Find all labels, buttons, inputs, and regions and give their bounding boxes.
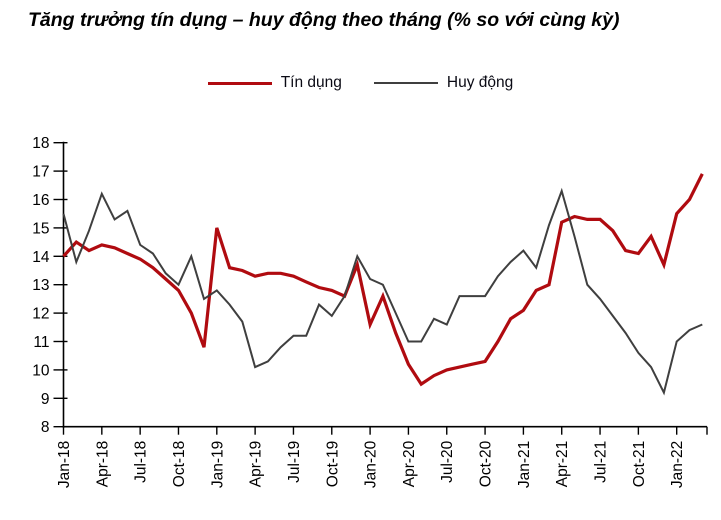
y-tick-label: 10 — [32, 362, 50, 379]
y-tick-label: 11 — [33, 334, 49, 351]
legend-item-huy-dong: Huy động — [373, 74, 514, 92]
x-tick-label: Apr-21 — [554, 441, 571, 488]
x-tick-label: Jul-20 — [439, 440, 456, 483]
x-tick-label: Oct-20 — [478, 440, 495, 487]
x-tick-label: Oct-18 — [171, 441, 188, 488]
x-tick-label: Jan-21 — [516, 441, 533, 488]
x-tick-label: Apr-19 — [248, 441, 265, 488]
x-tick-label: Jul-18 — [133, 441, 150, 483]
x-tick-label: Jul-21 — [593, 441, 610, 483]
y-tick-label: 16 — [32, 192, 49, 209]
chart-legend: Tín dụng Huy động — [0, 74, 721, 92]
legend-label: Huy động — [446, 74, 514, 91]
series-line-huy-dong — [62, 187, 703, 396]
x-tick-label: Jan-19 — [209, 441, 226, 488]
y-tick-label: 17 — [32, 164, 49, 181]
legend-label: Tín dụng — [280, 74, 342, 91]
y-axis: 18 17 16 15 14 13 12 11 10 9 8 — [32, 135, 68, 436]
chart-title: Tăng trưởng tín dụng – huy động theo thá… — [28, 9, 620, 31]
x-tick-label: Oct-21 — [631, 441, 648, 488]
y-tick-label: 18 — [32, 135, 49, 152]
x-tick-label: Jan-22 — [669, 441, 686, 488]
y-tick-label: 13 — [32, 277, 49, 294]
legend-line-swatch-black — [373, 82, 438, 84]
legend-line-swatch-red — [207, 81, 272, 85]
x-tick-label: Jan-20 — [363, 440, 380, 488]
legend-item-tin-dung: Tín dụng — [207, 74, 342, 92]
y-tick-label: 8 — [41, 419, 50, 436]
y-tick-label: 9 — [41, 391, 50, 408]
x-tick-label: Oct-19 — [324, 441, 341, 488]
series-line-tin-dung — [62, 173, 704, 387]
y-tick-label: 15 — [32, 220, 49, 237]
x-tick-label: Jul-19 — [286, 441, 303, 483]
x-axis: Jan-18 Apr-18 Jul-18 Oct-18 Jan-19 Apr-19 Jul-… — [56, 425, 708, 488]
y-tick-label: 14 — [32, 249, 50, 266]
x-tick-label: Apr-20 — [401, 440, 418, 487]
x-tick-label: Apr-18 — [94, 441, 111, 488]
x-tick-label: Jan-18 — [56, 441, 73, 488]
y-tick-label: 12 — [32, 306, 49, 323]
